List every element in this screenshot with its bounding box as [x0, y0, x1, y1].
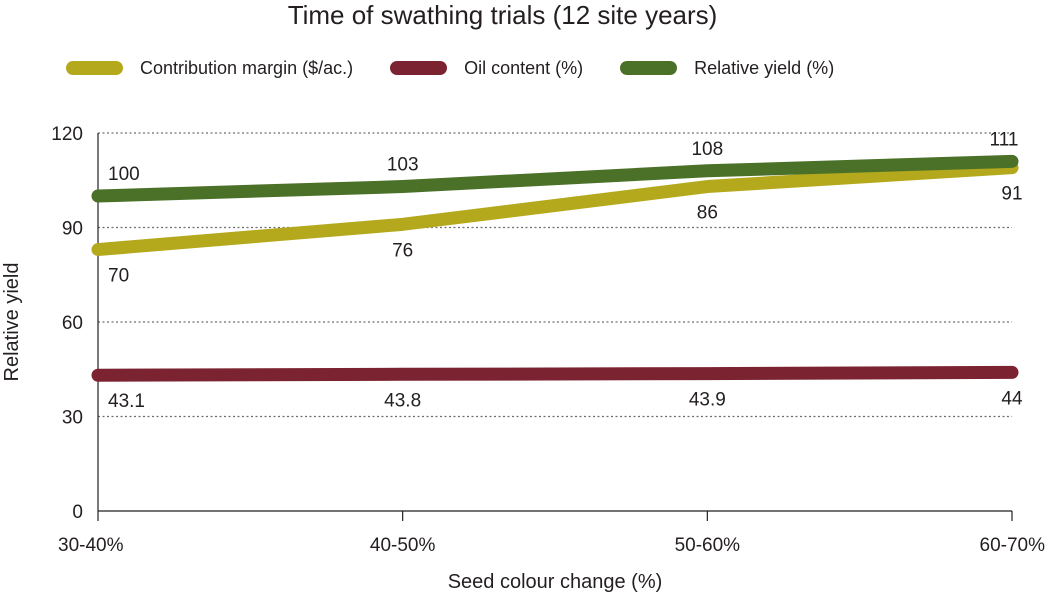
- x-axis-title: Seed colour change (%): [448, 571, 663, 592]
- x-tick-label: 30-40%: [58, 535, 124, 556]
- x-tick-label: 60-70%: [980, 535, 1045, 556]
- data-label-relative-yield: 111: [990, 129, 1019, 150]
- data-label-relative-yield: 100: [108, 164, 140, 185]
- legend-item-oil-content: Oil content (%): [390, 58, 583, 79]
- legend-swatch-oil-content: [390, 61, 448, 75]
- series-line-oil-content: [91, 365, 1019, 382]
- chart-title: Time of swathing trials (12 site years): [287, 0, 718, 30]
- legend-label-contribution-margin: Contribution margin ($/ac.): [140, 57, 354, 78]
- legend-item-relative-yield: Relative yield (%): [620, 58, 834, 79]
- y-tick-label: 0: [72, 502, 83, 523]
- data-label-contribution-margin: 70: [108, 266, 129, 287]
- y-tick-label: 120: [51, 124, 83, 145]
- data-label-contribution-margin: 86: [697, 203, 718, 224]
- data-labels: 100 103 108 111 70 76 86 91 43.1 43.8 43.9 44: [108, 129, 1023, 412]
- data-label-oil-content: 43.9: [689, 390, 726, 411]
- x-tick-label: 40-50%: [370, 535, 436, 556]
- axis-ticks: 0 30 60 90 120 30-40% 40-50% 50-60% 60-70%: [51, 124, 1045, 556]
- series-lines: [91, 154, 1019, 382]
- y-tick-label: 30: [62, 408, 83, 429]
- series-line-relative-yield: [91, 154, 1019, 203]
- legend: Contribution margin ($/ac.) Oil content …: [66, 56, 871, 80]
- legend-swatch-contribution-margin: [66, 61, 123, 75]
- y-axis-title: Relative yield: [1, 263, 23, 382]
- y-tick-label: 90: [62, 219, 83, 240]
- y-tick-label: 60: [62, 313, 83, 334]
- x-tick-label: 50-60%: [675, 535, 741, 556]
- data-label-contribution-margin: 91: [1001, 184, 1022, 205]
- legend-label-relative-yield: Relative yield (%): [694, 57, 835, 78]
- legend-swatch-relative-yield: [620, 61, 678, 75]
- data-label-relative-yield: 108: [691, 139, 723, 160]
- gridlines: [98, 132, 1012, 418]
- data-label-contribution-margin: 76: [392, 240, 413, 261]
- data-label-oil-content: 44: [1001, 388, 1023, 409]
- data-label-oil-content: 43.1: [108, 391, 145, 412]
- legend-item-contribution-margin: Contribution margin ($/ac.): [66, 58, 353, 79]
- data-label-oil-content: 43.8: [384, 390, 421, 411]
- series-line-contribution-margin-ac: [91, 161, 1019, 257]
- data-label-relative-yield: 103: [387, 155, 419, 176]
- legend-label-oil-content: Oil content (%): [464, 57, 584, 78]
